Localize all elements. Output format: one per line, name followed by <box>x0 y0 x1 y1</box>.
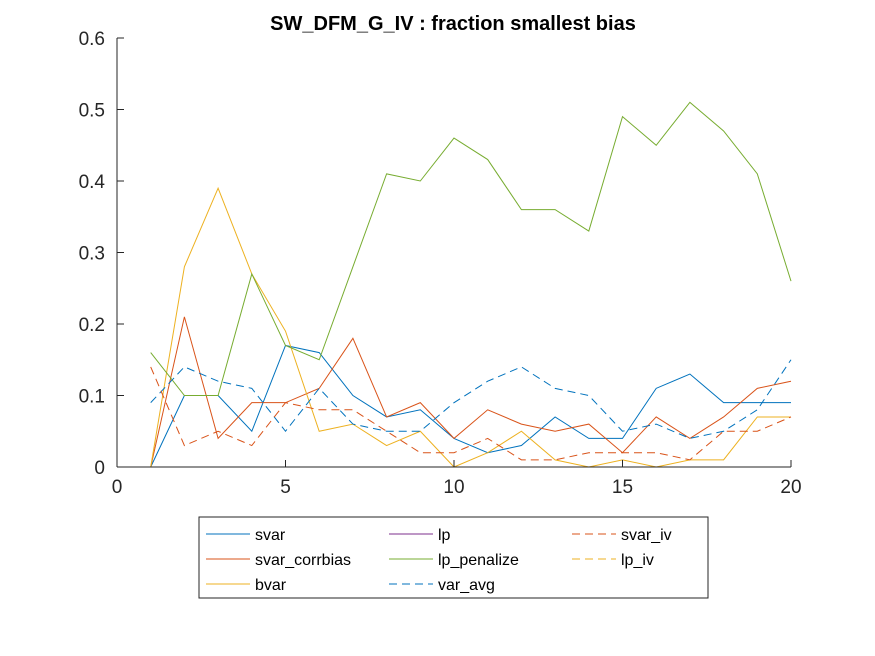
series-line-bvar <box>150 186 791 468</box>
legend-item-lp: lp <box>389 527 451 544</box>
legend-box <box>198 516 709 599</box>
plot-area <box>117 38 791 467</box>
legend-label: svar <box>255 527 286 544</box>
x-tick-label: 0 <box>112 477 123 498</box>
series-line-svar-corrbias <box>150 316 792 468</box>
y-tick-label: 0.6 <box>79 29 105 50</box>
legend: svar lp svar_iv svar_corrbias lp_penalize lp_… <box>198 516 709 599</box>
y-tick-label: 0 <box>94 458 105 479</box>
x-tick-label: 20 <box>780 477 801 498</box>
legend-items: svar lp svar_iv svar_corrbias lp_penalize lp_… <box>206 527 672 594</box>
y-ticks: 0 0.1 0.2 0.3 0.4 0.5 0.6 <box>79 29 124 479</box>
legend-item-lp-penalize: lp_penalize <box>389 552 519 569</box>
legend-label: svar_corrbias <box>255 552 351 569</box>
legend-item-var-avg: var_avg <box>389 577 495 594</box>
x-tick-label: 5 <box>280 477 291 498</box>
x-tick-label: 10 <box>443 477 464 498</box>
legend-item-svar: svar <box>206 527 286 544</box>
legend-label: bvar <box>255 577 287 594</box>
legend-item-lp-iv: lp_iv <box>572 552 654 569</box>
y-tick-label: 0.4 <box>79 172 106 193</box>
y-tick-label: 0.2 <box>79 315 105 336</box>
series-line-lp-penalize <box>150 101 792 396</box>
legend-label: lp_iv <box>621 552 654 569</box>
legend-item-svar-corrbias: svar_corrbias <box>206 552 351 569</box>
legend-label: lp <box>438 527 451 544</box>
series-line-svar <box>150 344 791 468</box>
legend-label: var_avg <box>438 577 495 594</box>
legend-label: lp_penalize <box>438 552 519 569</box>
x-tick-label: 15 <box>612 477 633 498</box>
chart-title: SW_DFM_G_IV : fraction smallest bias <box>270 13 636 35</box>
y-tick-label: 0.1 <box>79 387 105 408</box>
legend-item-bvar: bvar <box>206 577 287 594</box>
legend-label: svar_iv <box>621 527 672 544</box>
series-line-var-avg <box>150 359 792 439</box>
y-tick-label: 0.5 <box>79 101 105 122</box>
legend-item-svar-iv: svar_iv <box>572 527 672 544</box>
x-ticks: 0 5 10 15 20 <box>112 460 802 498</box>
y-tick-label: 0.3 <box>79 244 105 265</box>
